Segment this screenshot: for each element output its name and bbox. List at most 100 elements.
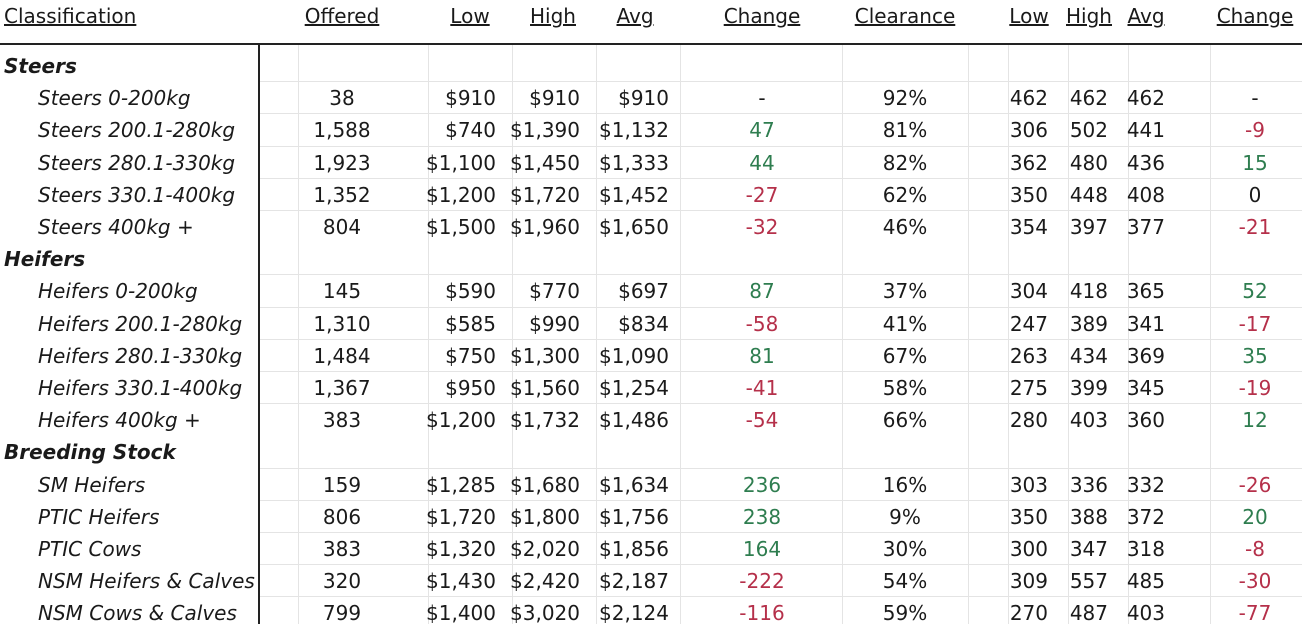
change-cell: 47: [749, 118, 775, 143]
offered-cell: 383: [322, 537, 362, 561]
offered-cell: 1,367: [313, 376, 371, 400]
low-cpkg-cell: 247: [1009, 311, 1048, 336]
change-cell: -116: [739, 601, 785, 626]
grid-line-horizontal: [260, 274, 1302, 276]
avg-price-cell: $1,333: [599, 150, 669, 175]
header-high: High: [530, 4, 576, 28]
row-label: NSM Heifers & Calves: [38, 569, 255, 594]
high-cpkg-cell: 347: [1069, 537, 1108, 561]
low-cpkg-cell: 354: [1009, 215, 1048, 239]
low-price-cell: $1,500: [426, 215, 496, 239]
grid-line-vertical: [1210, 45, 1211, 624]
table-row: Heifers 330.1-400kg 1,367 $950 $1,560 $1,254…: [0, 371, 1302, 403]
clearance-cell: 59%: [882, 601, 928, 626]
header-clearance: Clearance: [854, 4, 956, 28]
clearance-cell: 82%: [882, 150, 928, 175]
section-title: Breeding Stock: [4, 440, 176, 465]
high-cpkg-cell: 399: [1069, 376, 1108, 400]
avg-price-cell: $1,090: [599, 343, 669, 368]
change-cpkg-cell: 15: [1242, 150, 1268, 175]
header-row: Classification Offered Low High Avg Chan…: [0, 0, 1302, 45]
low-price-cell: $950: [445, 376, 496, 400]
section-header-row: Steers: [0, 49, 1302, 81]
change-cell: -32: [745, 215, 779, 239]
clearance-cell: 30%: [882, 537, 928, 561]
high-price-cell: $1,800: [510, 504, 580, 529]
low-cpkg-cell: 300: [1009, 537, 1048, 561]
avg-cpkg-cell: 408: [1126, 182, 1165, 207]
offered-cell: 1,484: [313, 343, 371, 368]
high-cpkg-cell: 462: [1069, 86, 1108, 111]
grid-line-horizontal: [260, 403, 1302, 405]
table-row: Steers 400kg + 804 $1,500 $1,960 $1,650 -32 46…: [0, 210, 1302, 242]
high-cpkg-cell: 336: [1069, 472, 1108, 497]
header-classification: Classification: [4, 4, 137, 28]
offered-cell: 145: [322, 279, 362, 304]
high-price-cell: $1,680: [510, 472, 580, 497]
header-change-2: Change: [1216, 4, 1294, 28]
high-cpkg-cell: 480: [1069, 150, 1108, 175]
offered-cell: 1,588: [313, 118, 371, 143]
high-price-cell: $770: [529, 279, 580, 304]
offered-cell: 159: [322, 472, 362, 497]
low-price-cell: $740: [445, 118, 496, 143]
avg-cpkg-cell: 341: [1126, 311, 1165, 336]
avg-price-cell: $1,452: [599, 182, 669, 207]
row-label: Steers 200.1-280kg: [38, 118, 236, 143]
change-cell: -: [758, 86, 766, 111]
change-cell: -54: [745, 408, 779, 433]
offered-cell: 320: [322, 569, 362, 594]
change-cell: 236: [742, 472, 782, 497]
avg-price-cell: $1,486: [599, 408, 669, 433]
low-cpkg-cell: 350: [1009, 182, 1048, 207]
avg-cpkg-cell: 345: [1126, 376, 1165, 400]
avg-price-cell: $1,634: [599, 472, 669, 497]
offered-cell: 1,923: [313, 150, 371, 175]
change-cpkg-cell: -30: [1238, 569, 1272, 594]
avg-price-cell: $1,650: [599, 215, 669, 239]
header-low-2: Low: [1009, 4, 1049, 28]
low-price-cell: $750: [445, 343, 496, 368]
avg-cpkg-cell: 369: [1126, 343, 1165, 368]
low-cpkg-cell: 309: [1009, 569, 1048, 594]
offered-cell: 1,310: [313, 311, 371, 336]
offered-cell: 38: [329, 86, 355, 111]
grid-line-horizontal: [260, 177, 1302, 179]
grid-line-vertical: [968, 45, 969, 624]
offered-cell: 804: [322, 215, 362, 239]
avg-price-cell: $697: [618, 279, 669, 304]
high-cpkg-cell: 448: [1069, 182, 1108, 207]
avg-cpkg-cell: 462: [1126, 86, 1165, 111]
high-price-cell: $1,560: [510, 376, 580, 400]
row-label: Heifers 330.1-400kg: [38, 376, 243, 400]
header-avg-2: Avg: [1127, 4, 1165, 28]
low-cpkg-cell: 263: [1009, 343, 1048, 368]
row-label: Heifers 0-200kg: [38, 279, 198, 304]
low-price-cell: $1,200: [426, 182, 496, 207]
grid-line-vertical: [1128, 45, 1129, 624]
grid-line-horizontal: [260, 81, 1302, 83]
change-cell: -222: [739, 569, 785, 594]
change-cell: 238: [742, 504, 782, 529]
high-price-cell: $1,732: [510, 408, 580, 433]
section-header-row: Heifers: [0, 242, 1302, 274]
grid-line-horizontal: [260, 596, 1302, 598]
header-high-2: High: [1066, 4, 1112, 28]
avg-cpkg-cell: 360: [1126, 408, 1165, 433]
table-row: SM Heifers 159 $1,285 $1,680 $1,634 236 16% 303…: [0, 467, 1302, 500]
high-cpkg-cell: 487: [1069, 601, 1108, 626]
avg-cpkg-cell: 403: [1126, 601, 1165, 626]
grid-line-horizontal: [260, 467, 1302, 469]
avg-cpkg-cell: 318: [1126, 537, 1165, 561]
change-cpkg-cell: -9: [1245, 118, 1265, 143]
clearance-cell: 62%: [882, 182, 928, 207]
change-cell: 87: [749, 279, 775, 304]
low-price-cell: $1,285: [426, 472, 496, 497]
avg-cpkg-cell: 372: [1126, 504, 1165, 529]
high-price-cell: $1,450: [510, 150, 580, 175]
change-cell: 164: [742, 537, 782, 561]
grid-line-horizontal: [260, 532, 1302, 533]
offered-cell: 806: [322, 504, 362, 529]
avg-price-cell: $1,132: [599, 118, 669, 143]
avg-price-cell: $1,254: [599, 376, 669, 400]
